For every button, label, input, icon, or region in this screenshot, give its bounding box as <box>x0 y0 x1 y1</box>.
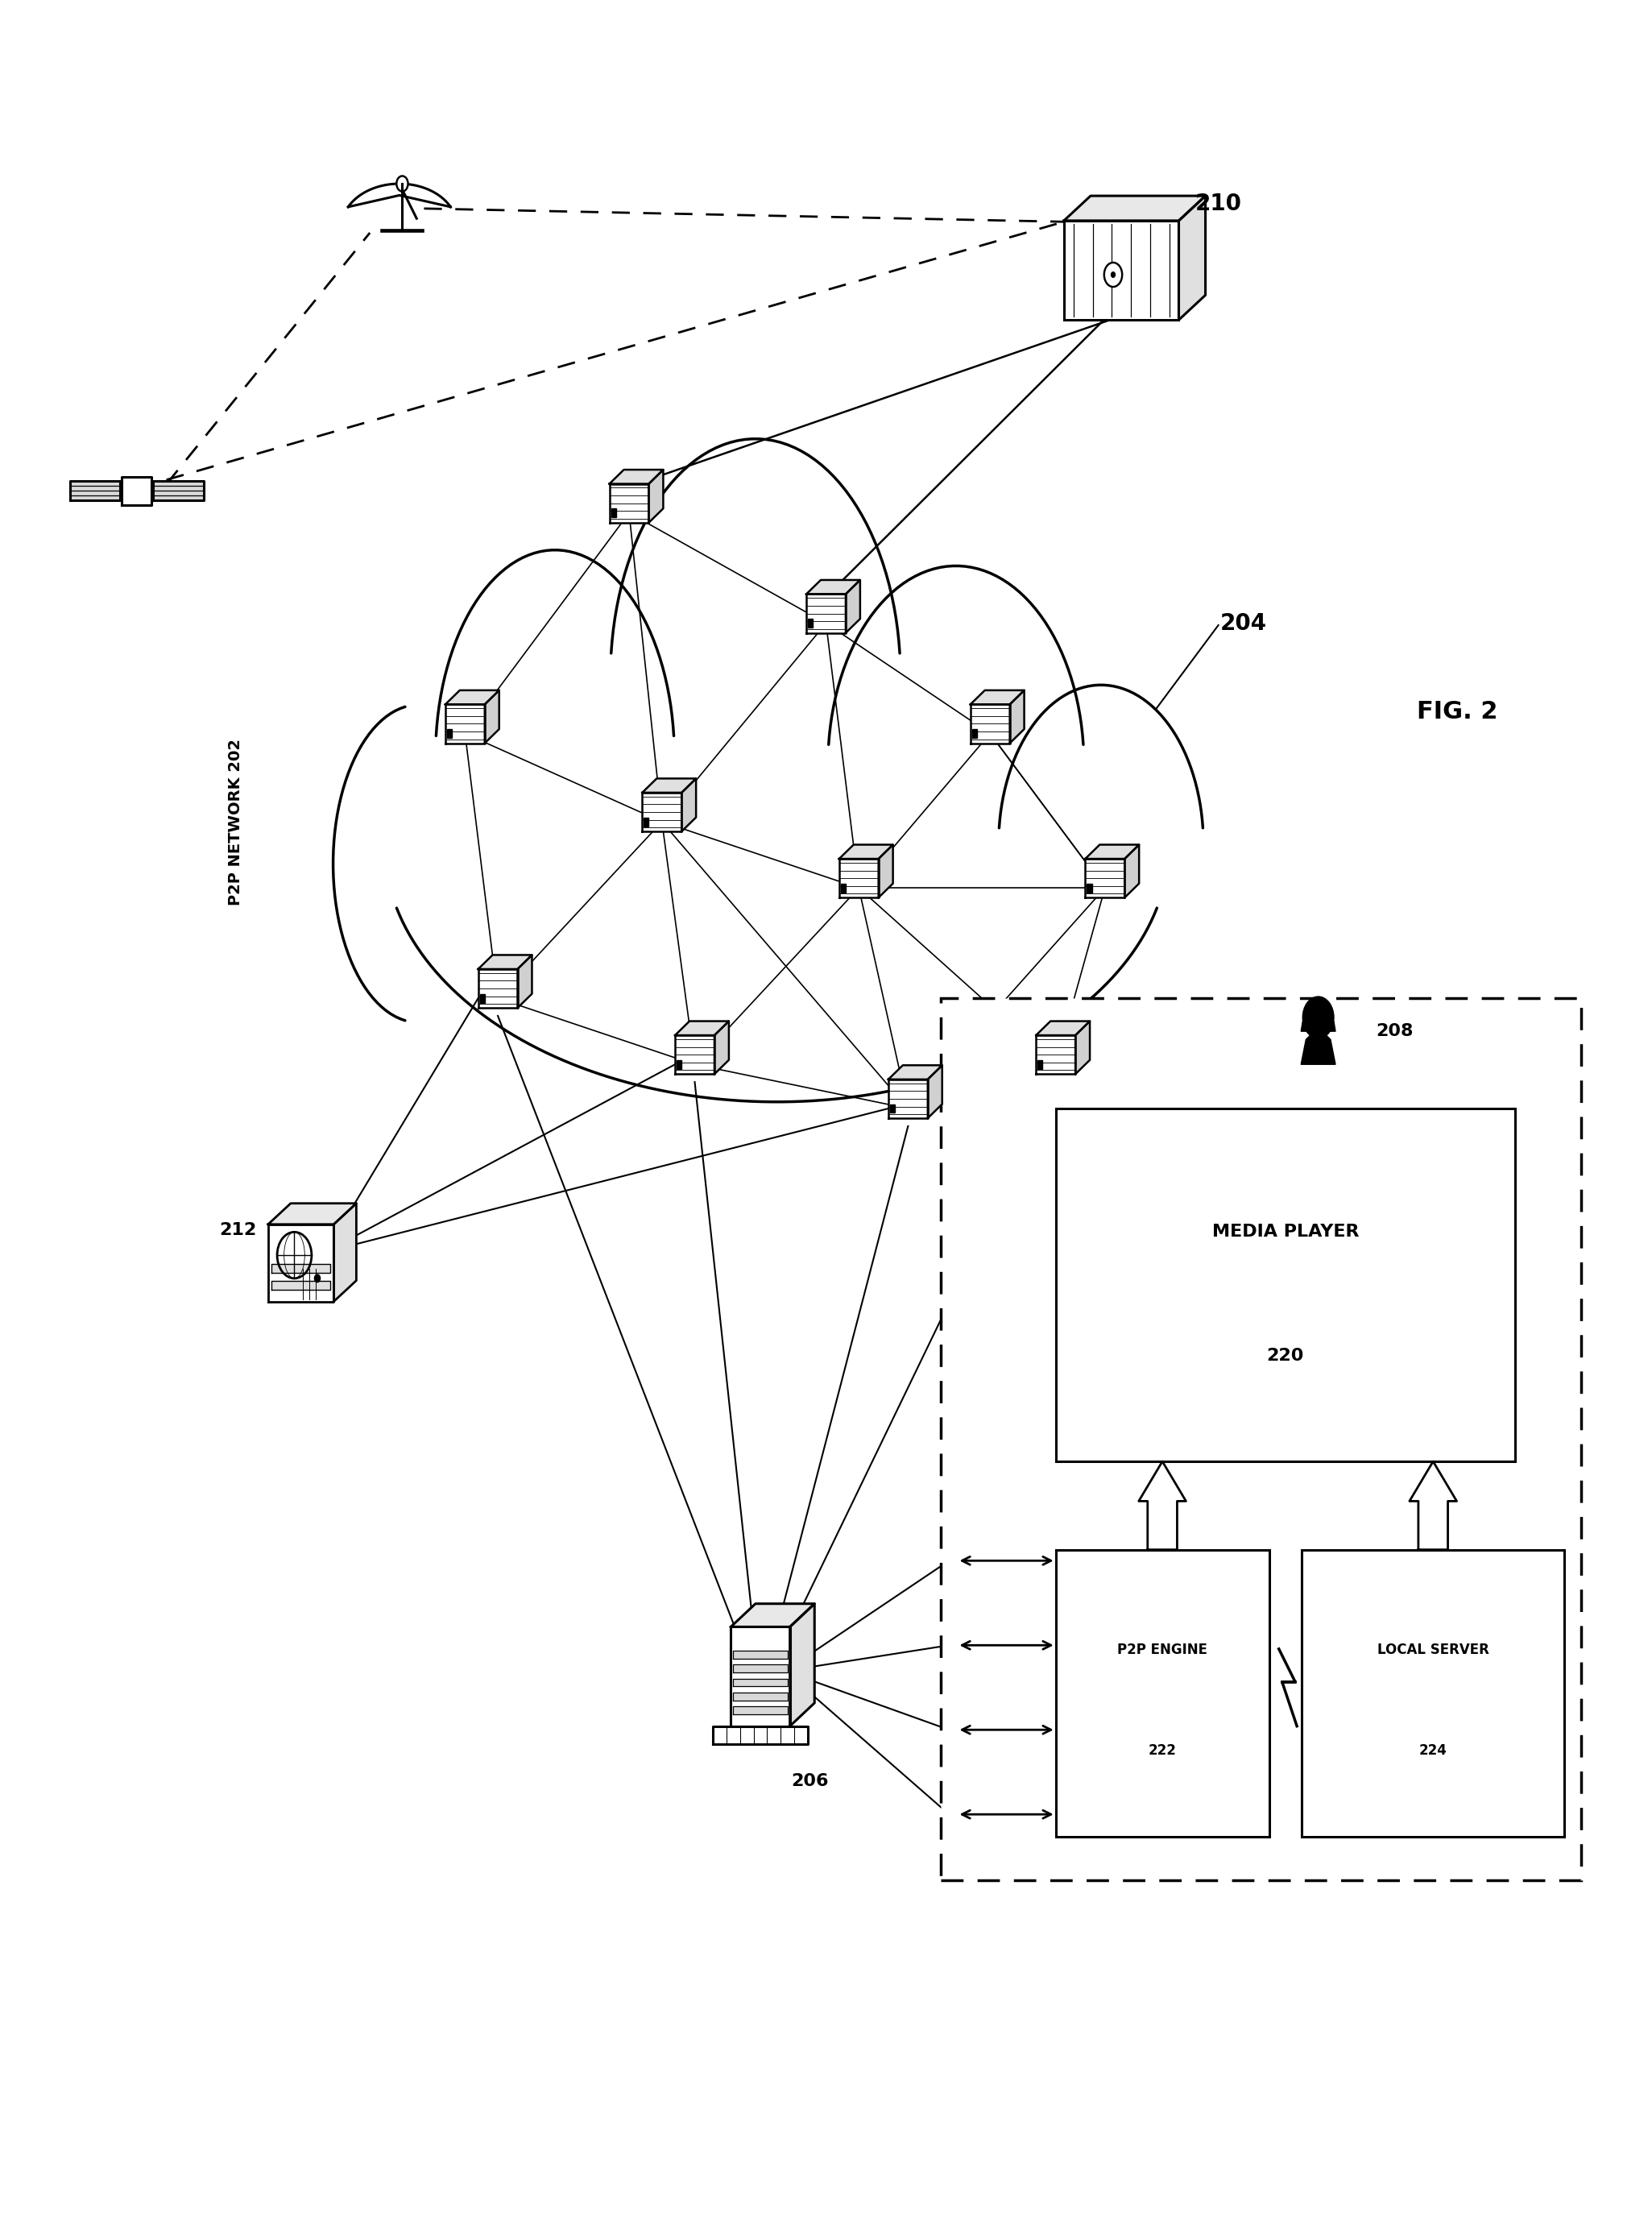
Polygon shape <box>970 705 1009 743</box>
Text: MEDIA PLAYER: MEDIA PLAYER <box>1213 1224 1360 1239</box>
Polygon shape <box>1409 1461 1457 1550</box>
Polygon shape <box>268 1224 334 1301</box>
Ellipse shape <box>430 550 681 962</box>
Ellipse shape <box>340 505 1214 1182</box>
Polygon shape <box>733 1707 788 1714</box>
Polygon shape <box>733 1665 788 1672</box>
Polygon shape <box>846 581 861 632</box>
Polygon shape <box>1064 222 1180 319</box>
Text: 210: 210 <box>1194 193 1242 215</box>
Polygon shape <box>477 956 532 969</box>
Polygon shape <box>396 909 1156 1102</box>
Polygon shape <box>676 1035 714 1073</box>
FancyBboxPatch shape <box>1056 1108 1515 1461</box>
Polygon shape <box>841 885 846 891</box>
FancyBboxPatch shape <box>1056 1550 1269 1836</box>
Ellipse shape <box>603 439 907 916</box>
Ellipse shape <box>329 705 509 1022</box>
Polygon shape <box>1036 1022 1090 1035</box>
Polygon shape <box>879 845 894 898</box>
FancyBboxPatch shape <box>942 998 1581 1880</box>
Polygon shape <box>790 1603 814 1727</box>
Polygon shape <box>806 581 861 594</box>
Polygon shape <box>971 729 976 738</box>
Polygon shape <box>643 778 695 794</box>
Circle shape <box>1303 998 1333 1038</box>
Polygon shape <box>839 858 879 898</box>
Polygon shape <box>1036 1035 1075 1073</box>
Polygon shape <box>271 1264 330 1273</box>
Polygon shape <box>154 481 203 501</box>
FancyBboxPatch shape <box>1302 1550 1564 1836</box>
Polygon shape <box>733 1692 788 1700</box>
Polygon shape <box>271 1281 330 1290</box>
Polygon shape <box>1085 858 1125 898</box>
Polygon shape <box>714 1022 729 1073</box>
Polygon shape <box>1064 195 1206 222</box>
Circle shape <box>278 1233 312 1279</box>
Circle shape <box>396 175 408 191</box>
Polygon shape <box>682 778 695 831</box>
Ellipse shape <box>993 685 1209 1002</box>
Ellipse shape <box>821 565 1090 962</box>
Circle shape <box>314 1275 320 1281</box>
Polygon shape <box>839 845 894 858</box>
Polygon shape <box>610 483 649 523</box>
Text: 220: 220 <box>1267 1348 1303 1363</box>
Polygon shape <box>610 470 662 483</box>
Text: 206: 206 <box>791 1774 828 1789</box>
Polygon shape <box>446 689 499 705</box>
Polygon shape <box>730 1603 814 1627</box>
Text: LOCAL SERVER: LOCAL SERVER <box>1378 1643 1488 1658</box>
Polygon shape <box>1125 845 1140 898</box>
Text: 224: 224 <box>1419 1743 1447 1758</box>
Polygon shape <box>334 1204 357 1301</box>
Polygon shape <box>349 184 451 206</box>
Polygon shape <box>1302 1031 1335 1064</box>
Circle shape <box>1104 262 1122 286</box>
Polygon shape <box>714 1727 808 1745</box>
Polygon shape <box>448 729 453 738</box>
Polygon shape <box>477 969 517 1009</box>
Polygon shape <box>970 689 1024 705</box>
Polygon shape <box>479 993 484 1002</box>
Text: FIG. 2: FIG. 2 <box>1417 701 1498 723</box>
Polygon shape <box>733 1678 788 1687</box>
Text: P2P NETWORK 202: P2P NETWORK 202 <box>228 738 243 905</box>
Circle shape <box>1112 273 1115 277</box>
Polygon shape <box>890 1104 895 1113</box>
Polygon shape <box>1302 1022 1335 1031</box>
Text: 208: 208 <box>1376 1024 1412 1040</box>
Text: 222: 222 <box>1148 1743 1176 1758</box>
Text: 212: 212 <box>220 1222 256 1237</box>
Polygon shape <box>484 689 499 743</box>
Polygon shape <box>730 1627 790 1727</box>
Polygon shape <box>1085 845 1140 858</box>
Polygon shape <box>643 794 682 831</box>
Text: P2P ENGINE: P2P ENGINE <box>1117 1643 1208 1658</box>
Polygon shape <box>677 1060 682 1069</box>
Polygon shape <box>889 1064 942 1080</box>
Polygon shape <box>1009 689 1024 743</box>
Polygon shape <box>676 1022 729 1035</box>
Polygon shape <box>517 956 532 1009</box>
Polygon shape <box>122 477 152 505</box>
Polygon shape <box>1037 1060 1042 1069</box>
Polygon shape <box>644 818 649 827</box>
Polygon shape <box>268 1204 357 1224</box>
Polygon shape <box>649 470 662 523</box>
Text: 204: 204 <box>1219 612 1267 634</box>
Polygon shape <box>1075 1022 1090 1073</box>
Polygon shape <box>1138 1461 1186 1550</box>
Polygon shape <box>889 1080 928 1117</box>
Polygon shape <box>806 594 846 632</box>
Polygon shape <box>611 508 616 517</box>
Polygon shape <box>928 1064 942 1117</box>
Polygon shape <box>446 705 484 743</box>
Polygon shape <box>1087 885 1092 891</box>
Polygon shape <box>69 481 121 501</box>
Polygon shape <box>1180 195 1206 319</box>
Polygon shape <box>808 619 813 627</box>
Polygon shape <box>733 1652 788 1658</box>
